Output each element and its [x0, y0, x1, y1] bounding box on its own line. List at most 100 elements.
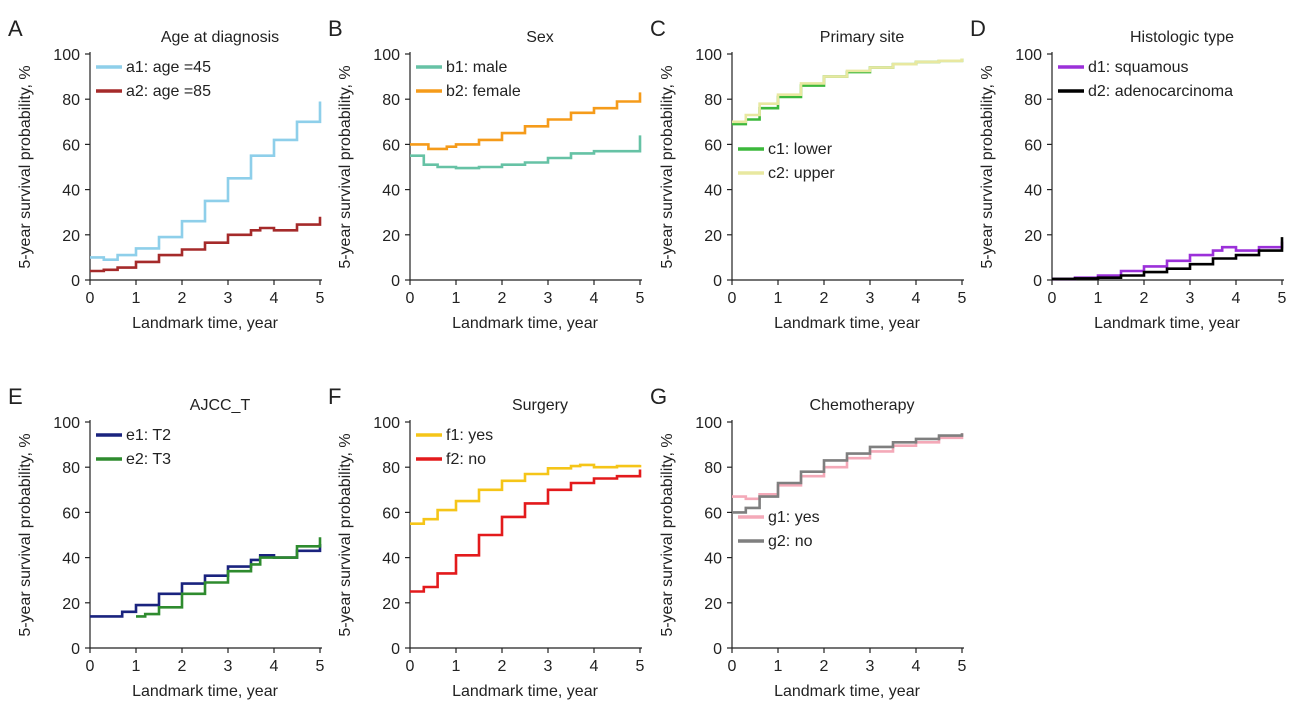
- series-line-e1: [90, 544, 322, 618]
- x-tick-label: 1: [774, 290, 783, 307]
- x-tick-label: 2: [498, 658, 507, 675]
- x-axis-label: Landmark time, year: [774, 683, 921, 700]
- legend-label: g2: no: [768, 533, 813, 550]
- x-axis-label: Landmark time, year: [1094, 315, 1241, 332]
- chart-panel-c: C Primary site 0 1 2 3 4 5 0 20 40 60 80 100 Landmark …: [650, 16, 967, 332]
- legend-label: d1: squamous: [1088, 59, 1189, 76]
- x-tick-label: 4: [590, 290, 599, 307]
- y-tick-label: 60: [382, 505, 400, 522]
- x-tick-label: 5: [636, 290, 645, 307]
- y-tick-label: 40: [704, 551, 722, 568]
- x-tick-label: 0: [728, 658, 737, 675]
- legend-label: a2: age =85: [126, 83, 211, 100]
- y-tick-label: 100: [53, 415, 80, 432]
- chart-title: AJCC_T: [190, 397, 251, 414]
- y-tick-label: 100: [53, 47, 80, 64]
- panel-letter: E: [8, 384, 23, 409]
- series-line-a2: [90, 216, 322, 273]
- y-tick-label: 40: [704, 183, 722, 200]
- chart-panel-b: B Sex 0 1 2 3 4 5 0 20 40 60 80 100 Landmark time, yea…: [328, 16, 645, 332]
- y-tick-label: 100: [695, 47, 722, 64]
- x-tick-label: 3: [224, 290, 233, 307]
- panel-letter: A: [8, 16, 23, 41]
- x-tick-label: 2: [178, 658, 187, 675]
- x-tick-label: 0: [406, 290, 415, 307]
- series-line-f2: [410, 469, 642, 593]
- y-tick-label: 60: [62, 505, 80, 522]
- y-tick-label: 100: [695, 415, 722, 432]
- chart-title: Primary site: [820, 29, 905, 46]
- y-tick-label: 0: [1033, 273, 1042, 290]
- y-tick-label: 60: [382, 137, 400, 154]
- y-axis-label: 5-year survival probability, %: [337, 433, 354, 636]
- chart-title: Histologic type: [1130, 29, 1234, 46]
- y-tick-label: 100: [373, 415, 400, 432]
- y-axis-label: 5-year survival probability, %: [659, 65, 676, 268]
- y-tick-label: 20: [62, 596, 80, 613]
- y-tick-label: 60: [62, 137, 80, 154]
- legend-label: a1: age =45: [126, 59, 211, 76]
- y-tick-label: 100: [1015, 47, 1042, 64]
- x-axis-label: Landmark time, year: [452, 683, 599, 700]
- legend-label: f2: no: [446, 451, 486, 468]
- x-tick-label: 5: [316, 658, 325, 675]
- legend-label: e1: T2: [126, 427, 171, 444]
- series-line-c1: [732, 58, 964, 126]
- x-tick-label: 1: [1094, 290, 1103, 307]
- x-tick-label: 0: [1048, 290, 1057, 307]
- x-tick-label: 1: [774, 658, 783, 675]
- panel-letter: F: [328, 384, 341, 409]
- x-tick-label: 2: [178, 290, 187, 307]
- panel-letter: B: [328, 16, 343, 41]
- x-tick-label: 4: [912, 290, 921, 307]
- x-axis-label: Landmark time, year: [132, 315, 279, 332]
- x-tick-label: 5: [636, 658, 645, 675]
- x-tick-label: 2: [820, 658, 829, 675]
- series-line-g1: [732, 433, 964, 501]
- chart-title: Age at diagnosis: [161, 29, 279, 46]
- legend-label: f1: yes: [446, 427, 493, 444]
- x-tick-label: 1: [132, 290, 141, 307]
- x-tick-label: 2: [498, 290, 507, 307]
- x-tick-label: 3: [866, 290, 875, 307]
- y-tick-label: 20: [62, 228, 80, 245]
- y-tick-label: 20: [704, 596, 722, 613]
- series-line-f1: [410, 463, 642, 525]
- x-tick-label: 0: [86, 290, 95, 307]
- series-line-b1: [410, 135, 642, 170]
- x-axis-label: Landmark time, year: [452, 315, 599, 332]
- y-tick-label: 80: [62, 460, 80, 477]
- chart-title: Surgery: [512, 397, 568, 414]
- x-tick-label: 3: [544, 658, 553, 675]
- chart-title: Chemotherapy: [810, 397, 915, 414]
- x-tick-label: 0: [406, 658, 415, 675]
- y-tick-label: 40: [62, 183, 80, 200]
- series-line-a1: [90, 101, 322, 261]
- legend-label: c1: lower: [768, 141, 833, 158]
- x-tick-label: 0: [86, 658, 95, 675]
- x-tick-label: 2: [820, 290, 829, 307]
- y-tick-label: 20: [704, 228, 722, 245]
- x-tick-label: 4: [912, 658, 921, 675]
- x-axis-label: Landmark time, year: [774, 315, 921, 332]
- y-tick-label: 40: [382, 551, 400, 568]
- y-tick-label: 80: [704, 92, 722, 109]
- y-tick-label: 20: [382, 228, 400, 245]
- y-tick-label: 0: [713, 273, 722, 290]
- y-tick-label: 0: [391, 273, 400, 290]
- chart-panel-a: A Age at diagnosis 0 1 2 3 4 5 0 20 40 60 80 100 Landm…: [8, 16, 325, 332]
- y-tick-label: 0: [713, 641, 722, 658]
- legend-label: e2: T3: [126, 451, 171, 468]
- series-line-e2: [136, 537, 322, 618]
- x-tick-label: 2: [1140, 290, 1149, 307]
- y-axis-label: 5-year survival probability, %: [17, 65, 34, 268]
- series-line-c2: [732, 58, 964, 124]
- y-tick-label: 0: [71, 273, 80, 290]
- y-tick-label: 60: [704, 137, 722, 154]
- chart-title: Sex: [526, 29, 554, 46]
- legend-label: g1: yes: [768, 509, 820, 526]
- y-tick-label: 40: [382, 183, 400, 200]
- y-tick-label: 80: [704, 460, 722, 477]
- y-axis-label: 5-year survival probability, %: [659, 433, 676, 636]
- y-tick-label: 100: [373, 47, 400, 64]
